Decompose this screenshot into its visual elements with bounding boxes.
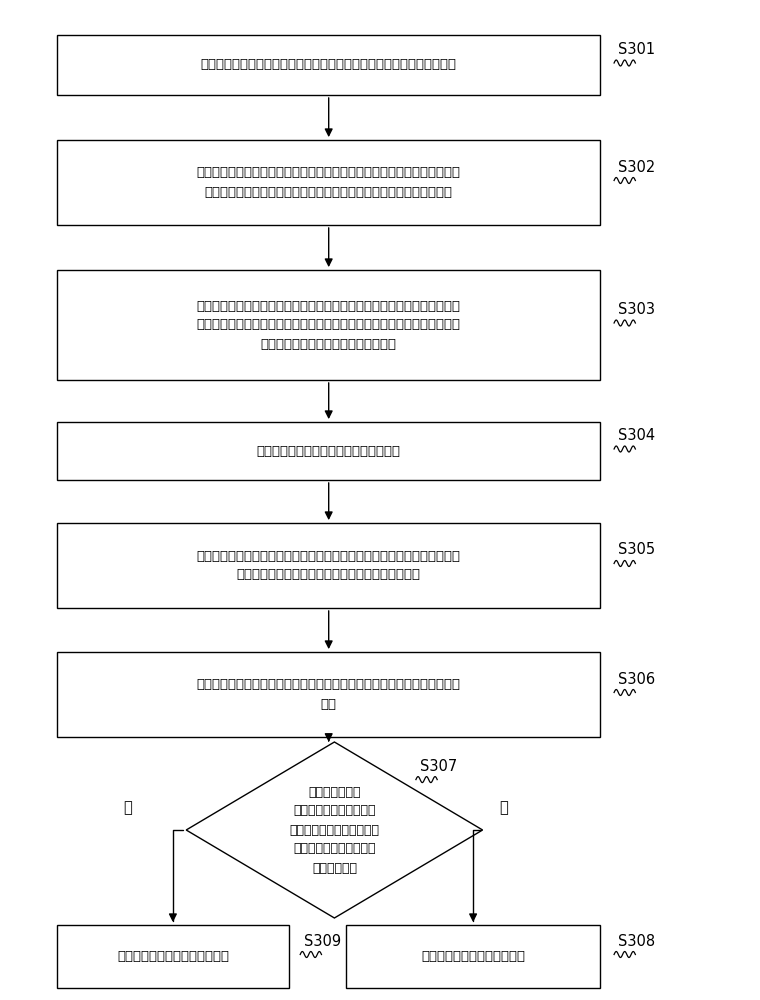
FancyBboxPatch shape: [57, 523, 600, 608]
Text: S308: S308: [618, 934, 655, 948]
Text: S301: S301: [618, 42, 655, 57]
Text: S305: S305: [618, 542, 655, 558]
Text: 确定该预设数量的初始电流的第一均值，并将该第一均值作为该功率因数校
正模块的电流，确定该预设数量的初始母线电压的第二均值，并将该第二均
值作为该功率因数校正模块: 确定该预设数量的初始电流的第一均值，并将该第一均值作为该功率因数校 正模块的电流…: [197, 300, 461, 351]
FancyBboxPatch shape: [57, 422, 600, 480]
Text: S304: S304: [618, 428, 655, 443]
FancyBboxPatch shape: [57, 140, 600, 225]
Text: S303: S303: [618, 302, 655, 317]
Text: 确定该功率因数校正模块合格: 确定该功率因数校正模块合格: [421, 950, 525, 963]
FancyBboxPatch shape: [57, 270, 600, 380]
Text: 获取该空调负载突变场景下该空调的功率因数校正模块的状态参数，该状态
参数包括最大电流值、对应该最大电流值的系统压力: 获取该空调负载突变场景下该空调的功率因数校正模块的状态参数，该状态 参数包括最大…: [197, 550, 461, 582]
FancyBboxPatch shape: [346, 925, 600, 988]
Text: 多次获取功率因数校正模块的电流信号和对应该电流信号的母线电压信号: 多次获取功率因数校正模块的电流信号和对应该电流信号的母线电压信号: [201, 58, 457, 72]
Text: 根据预设模拟方式模拟空调负载突变场景: 根据预设模拟方式模拟空调负载突变场景: [257, 445, 401, 458]
Text: 否: 否: [123, 800, 131, 816]
FancyBboxPatch shape: [57, 925, 289, 988]
Text: 是: 是: [499, 800, 508, 816]
Text: 分别对电流信号和母线电压信号进行深度滤波和模数转换处理，得到预设数
量的该功率因数校正模块的初始电流和对应该初始电流的初始母线电压: 分别对电流信号和母线电压信号进行深度滤波和模数转换处理，得到预设数 量的该功率因…: [197, 166, 461, 198]
FancyBboxPatch shape: [57, 652, 600, 737]
Text: S306: S306: [618, 672, 655, 686]
Polygon shape: [186, 742, 483, 918]
Text: 根据该最大电流值以及该系统压力得到该功率因数校正模块的电流压力关系
系数: 根据该最大电流值以及该系统压力得到该功率因数校正模块的电流压力关系 系数: [197, 678, 461, 710]
Text: 根据该最大电流
值以及该电流压力关系系
数，确定该功率因数校正模
块的电流是否与该空调的
系统负荷匹配: 根据该最大电流 值以及该电流压力关系系 数，确定该功率因数校正模 块的电流是否与…: [290, 786, 379, 874]
Text: S302: S302: [618, 159, 655, 174]
Text: S309: S309: [304, 934, 341, 948]
Text: S307: S307: [420, 759, 457, 774]
Text: 确定该功率因数校正模块不合格: 确定该功率因数校正模块不合格: [117, 950, 229, 963]
FancyBboxPatch shape: [57, 35, 600, 95]
